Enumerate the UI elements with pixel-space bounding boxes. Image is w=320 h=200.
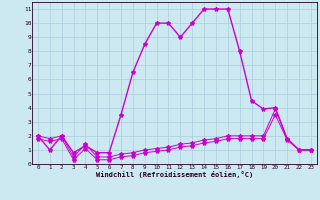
X-axis label: Windchill (Refroidissement éolien,°C): Windchill (Refroidissement éolien,°C) — [96, 171, 253, 178]
